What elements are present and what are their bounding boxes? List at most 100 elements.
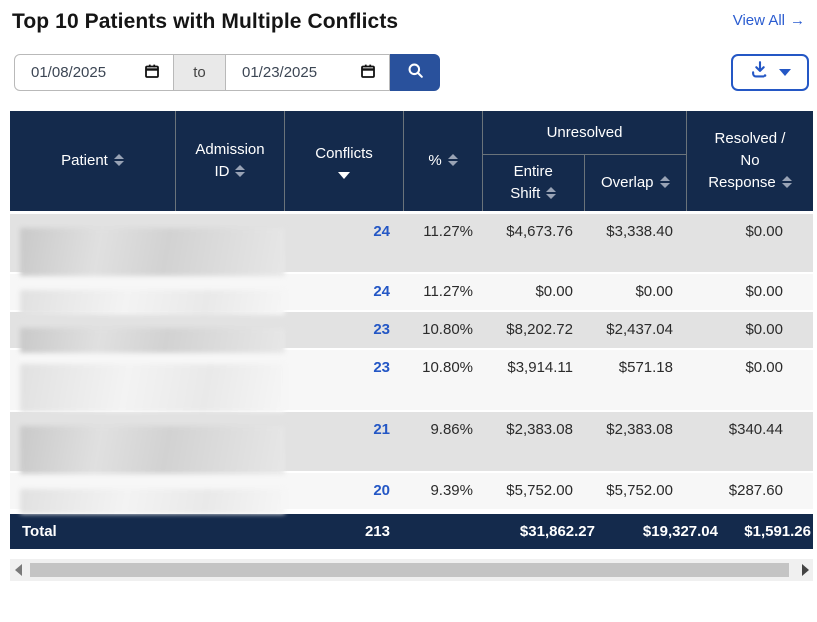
sort-icon	[235, 165, 246, 178]
overlap-cell: $5,752.00	[606, 482, 673, 499]
column-label: Resolved / No Response	[708, 130, 786, 191]
total-overlap: $19,327.04	[642, 523, 718, 540]
group-header-unresolved: Unresolved	[483, 111, 686, 155]
redacted-patient-info	[20, 426, 285, 474]
conflicts-link[interactable]: 21	[373, 421, 390, 438]
total-conflicts: 213	[364, 523, 390, 540]
redacted-patient-info	[20, 228, 285, 276]
entire-shift-cell: $4,673.76	[506, 223, 573, 240]
entire-shift-cell: $8,202.72	[506, 321, 573, 338]
column-label: Entire Shift	[510, 163, 553, 202]
overlap-cell: $0.00	[635, 283, 673, 300]
entire-shift-cell: $0.00	[535, 283, 573, 300]
search-icon	[406, 61, 425, 85]
horizontal-scrollbar[interactable]	[10, 559, 813, 581]
total-entire-shift: $31,862.27	[519, 523, 595, 540]
resolved-cell: $0.00	[745, 223, 783, 240]
patient-redacted-cell	[10, 473, 285, 514]
calendar-icon[interactable]	[359, 62, 377, 84]
calendar-icon[interactable]	[143, 62, 161, 84]
conflicts-link[interactable]: 20	[373, 482, 390, 499]
sort-icon	[659, 176, 670, 189]
percent-cell: 11.27%	[423, 283, 473, 300]
conflicts-link[interactable]: 23	[373, 321, 390, 338]
filter-controls: 01/08/2025 to 01/23/2025	[14, 54, 811, 91]
arrow-right-icon: →	[790, 12, 805, 29]
sort-descending-icon	[338, 171, 350, 179]
patient-redacted-cell	[10, 350, 285, 412]
redacted-patient-info	[20, 364, 285, 412]
view-all-link[interactable]: View All →	[733, 12, 805, 29]
date-range-picker: 01/08/2025 to 01/23/2025	[14, 54, 440, 91]
conflicts-link[interactable]: 24	[373, 223, 390, 240]
overlap-cell: $2,383.08	[606, 421, 673, 438]
scroll-right-button[interactable]	[797, 564, 813, 576]
column-header-patient[interactable]: Patient	[10, 111, 176, 211]
table-row: 24 11.27% $4,673.76 $3,338.40 $0.00	[10, 214, 813, 276]
column-label: Conflicts	[315, 145, 373, 163]
end-date-value: 01/23/2025	[242, 64, 318, 81]
table-row: 24 11.27% $0.00 $0.00 $0.00	[10, 274, 813, 315]
column-header-resolved[interactable]: Resolved / No Response	[687, 111, 813, 211]
end-date-input[interactable]: 01/23/2025	[226, 54, 390, 91]
caret-down-icon	[779, 69, 791, 76]
column-header-percent[interactable]: %	[404, 111, 483, 211]
overlap-cell: $571.18	[618, 359, 673, 376]
sort-icon	[447, 154, 458, 167]
conflicts-table: Patient Admission ID Conflicts % Unresol…	[10, 111, 813, 549]
entire-shift-cell: $2,383.08	[506, 421, 573, 438]
patient-redacted-cell	[10, 274, 285, 315]
percent-cell: 9.39%	[430, 482, 473, 499]
column-label: %	[428, 152, 442, 170]
view-all-label: View All	[732, 12, 785, 29]
overlap-cell: $3,338.40	[606, 223, 673, 240]
patient-redacted-cell	[10, 312, 285, 353]
column-group-unresolved: Unresolved Entire Shift Overlap	[483, 111, 687, 211]
resolved-cell: $340.44	[728, 421, 783, 438]
sort-icon	[781, 175, 792, 188]
table-total-row: Total 213 $31,862.27 $19,327.04 $1,591.2…	[10, 514, 813, 549]
date-range-separator: to	[174, 54, 226, 91]
total-resolved: $1,591.26	[744, 523, 811, 540]
column-header-entire-shift[interactable]: Entire Shift	[483, 155, 585, 211]
entire-shift-cell: $3,914.11	[507, 359, 573, 376]
sort-icon	[546, 187, 557, 200]
column-label: Overlap	[600, 174, 654, 192]
patient-redacted-cell	[10, 214, 285, 276]
redacted-patient-info	[20, 489, 285, 514]
scrollbar-thumb[interactable]	[30, 563, 789, 577]
table-row: 20 9.39% $5,752.00 $5,752.00 $287.60	[10, 473, 813, 514]
conflicts-link[interactable]: 23	[373, 359, 390, 376]
patient-redacted-cell	[10, 412, 285, 474]
total-label: Total	[22, 523, 57, 540]
resolved-cell: $0.00	[745, 283, 783, 300]
group-subheaders: Entire Shift Overlap	[483, 155, 686, 211]
redacted-patient-info	[20, 290, 285, 315]
column-label: Patient	[61, 152, 108, 170]
column-header-overlap[interactable]: Overlap	[585, 155, 687, 211]
column-header-admission-id[interactable]: Admission ID	[176, 111, 285, 211]
overlap-cell: $2,437.04	[606, 321, 673, 338]
column-label: Admission ID	[195, 141, 265, 180]
sort-icon	[113, 154, 124, 167]
search-button[interactable]	[390, 54, 440, 91]
redacted-patient-info	[20, 328, 285, 353]
resolved-cell: $0.00	[745, 359, 783, 376]
scroll-left-button[interactable]	[10, 564, 26, 576]
column-header-conflicts[interactable]: Conflicts	[285, 111, 404, 211]
triangle-right-icon	[801, 564, 809, 576]
resolved-cell: $287.60	[728, 482, 783, 499]
table-row: 21 9.86% $2,383.08 $2,383.08 $340.44	[10, 412, 813, 474]
percent-cell: 11.27%	[423, 223, 473, 240]
start-date-input[interactable]: 01/08/2025	[14, 54, 174, 91]
percent-cell: 10.80%	[422, 359, 473, 376]
conflicts-link[interactable]: 24	[373, 283, 390, 300]
percent-cell: 9.86%	[430, 421, 473, 438]
table-header: Patient Admission ID Conflicts % Unresol…	[10, 111, 813, 214]
widget-header: Top 10 Patients with Multiple Conflicts …	[0, 0, 817, 34]
percent-cell: 10.80%	[422, 321, 473, 338]
resolved-cell: $0.00	[745, 321, 783, 338]
download-button[interactable]	[731, 54, 809, 91]
start-date-value: 01/08/2025	[31, 64, 107, 81]
